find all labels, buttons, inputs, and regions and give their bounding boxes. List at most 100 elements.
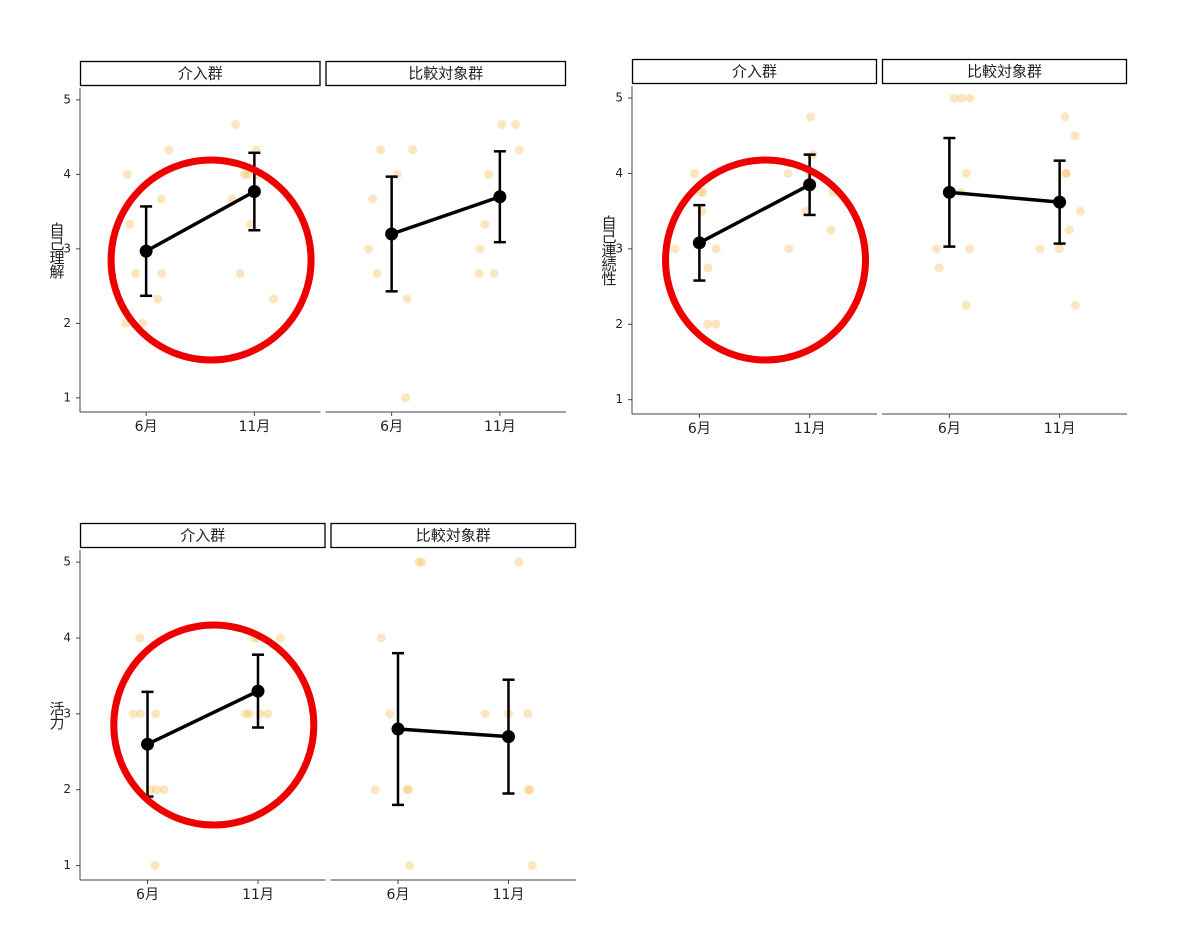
data-point (131, 268, 141, 278)
mean-point (501, 730, 515, 744)
data-point (711, 244, 721, 254)
data-point (949, 93, 959, 103)
mean-point (942, 185, 956, 199)
data-point (703, 319, 713, 329)
data-point (1061, 168, 1071, 178)
facet-title: 介入群 (180, 527, 225, 545)
facet-strip (79, 522, 326, 549)
data-point (372, 268, 382, 278)
data-point (153, 294, 163, 304)
data-point (497, 119, 507, 129)
data-point (157, 268, 167, 278)
facet-title: 介入群 (178, 65, 223, 83)
y-tick-label: 3 (63, 706, 71, 720)
data-point (1035, 244, 1045, 254)
y-axis-label: 活力 (48, 701, 66, 731)
data-point (801, 206, 811, 216)
highlight-circle (662, 156, 870, 364)
y-tick-label: 2 (63, 316, 71, 330)
facet-strip (881, 58, 1128, 85)
data-point (961, 300, 971, 310)
mean-point (803, 178, 817, 192)
x-tick-label: 11月 (493, 887, 525, 903)
data-point (527, 861, 537, 871)
mean-line (146, 689, 259, 746)
x-tick-label: 6月 (938, 421, 961, 437)
data-point (135, 633, 145, 643)
x-tick-label: 6月 (136, 887, 159, 903)
mean-point (139, 244, 153, 258)
mean-point (391, 722, 405, 736)
data-point (368, 194, 378, 204)
data-point (484, 169, 494, 179)
data-point (934, 263, 944, 273)
data-point (703, 263, 713, 273)
data-point (128, 709, 138, 719)
data-point (152, 785, 162, 795)
data-point (489, 268, 499, 278)
y-axis-label: 自己連続性 (600, 215, 618, 286)
data-point (480, 219, 490, 229)
y-tick-label: 5 (615, 91, 623, 105)
data-point (514, 557, 524, 567)
x-tick-label: 6月 (380, 419, 403, 435)
facet-strip (325, 60, 567, 87)
data-point (1060, 112, 1070, 122)
data-point (404, 785, 414, 795)
y-tick-label: 3 (615, 241, 623, 255)
data-point (402, 294, 412, 304)
data-point (240, 709, 250, 719)
y-tick-label: 2 (63, 782, 71, 796)
x-tick-label: 11月 (1044, 421, 1076, 437)
data-point (1070, 300, 1080, 310)
data-point (826, 225, 836, 235)
y-tick-label: 4 (63, 167, 71, 181)
facet-title: 介入群 (732, 63, 777, 81)
mean-line (391, 195, 501, 236)
facet-title: 比較対象群 (416, 527, 491, 545)
data-point (1054, 244, 1064, 254)
data-point (711, 319, 721, 329)
data-point (480, 709, 490, 719)
data-point (965, 93, 975, 103)
data-point (417, 557, 427, 567)
data-point (122, 169, 132, 179)
y-tick-label: 1 (63, 390, 71, 404)
facet-strip (79, 60, 321, 87)
data-point (1075, 206, 1085, 216)
facet-strip (631, 58, 878, 85)
y-tick-label: 5 (63, 555, 71, 569)
data-point (363, 244, 373, 254)
data-point (269, 294, 279, 304)
data-point (231, 119, 241, 129)
x-tick-label: 11月 (794, 421, 826, 437)
data-point (414, 557, 424, 567)
data-point (243, 169, 253, 179)
data-point (1064, 225, 1074, 235)
data-point (931, 244, 941, 254)
data-point (961, 168, 971, 178)
data-point (151, 709, 161, 719)
y-tick-label: 4 (63, 631, 71, 645)
data-point (156, 194, 166, 204)
data-point (475, 244, 485, 254)
highlight-circle (107, 156, 315, 364)
data-point (523, 785, 533, 795)
facet-title: 比較対象群 (408, 65, 483, 83)
y-tick-label: 3 (63, 241, 71, 255)
y-tick-label: 2 (615, 317, 623, 331)
data-point (405, 861, 415, 871)
data-point (698, 187, 708, 197)
y-tick-label: 1 (63, 858, 71, 872)
data-point (965, 244, 975, 254)
data-point (245, 219, 255, 229)
data-point (784, 244, 794, 254)
y-tick-label: 1 (615, 392, 623, 406)
mean-line (397, 727, 509, 739)
data-point (402, 785, 412, 795)
data-point (401, 393, 411, 403)
mean-point (692, 236, 706, 250)
mean-line (949, 190, 1060, 204)
data-point (956, 93, 966, 103)
